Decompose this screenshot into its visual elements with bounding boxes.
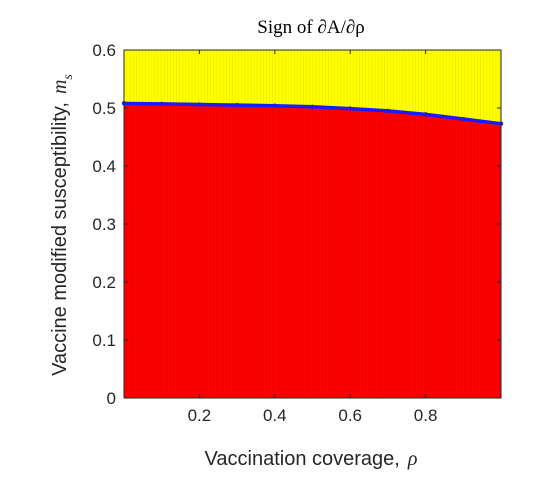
hatch-lines — [126, 50, 500, 398]
boundary-points — [121, 101, 504, 126]
boundary-point — [234, 102, 240, 108]
y-tick-label: 0.5 — [92, 99, 116, 118]
x-tick-label: 0.4 — [263, 406, 287, 425]
x-tick-label: 0.6 — [338, 406, 362, 425]
y-axis-symbol: m — [49, 80, 71, 94]
y-axis: 0 0.1 0.2 0.3 0.4 0.5 0.6 — [92, 41, 501, 408]
y-tick-label: 0.4 — [92, 157, 116, 176]
boundary-point — [461, 116, 466, 122]
boundary-point — [385, 108, 391, 114]
x-axis: 0.2 0.4 0.6 0.8 — [188, 50, 438, 425]
x-axis-symbol: ρ — [407, 448, 418, 470]
plot-area — [121, 49, 504, 399]
boundary-point — [197, 102, 202, 107]
red-region — [124, 103, 501, 399]
y-axis-symbol-sub: s — [61, 74, 76, 80]
chart-title: Sign of ∂A/∂ρ — [257, 17, 364, 38]
x-tick-label: 0.8 — [414, 406, 438, 425]
boundary-point — [423, 112, 428, 117]
boundary-point — [272, 103, 277, 108]
y-tick-label: 0.2 — [92, 273, 116, 292]
x-axis-label-text: Vaccination coverage, — [205, 448, 400, 470]
x-tick-label: 0.2 — [188, 406, 212, 425]
y-tick-label: 0.3 — [92, 215, 116, 234]
x-axis-label: Vaccination coverage, ρ — [205, 448, 418, 470]
y-axis-label-text: Vaccine modified susceptibility, — [49, 102, 71, 376]
y-axis-label: Vaccine modified susceptibility, ms — [49, 74, 76, 376]
boundary-point — [159, 101, 164, 107]
y-tick-label: 0 — [107, 389, 116, 408]
boundary-point — [348, 106, 353, 111]
y-tick-label: 0.1 — [92, 331, 116, 350]
y-tick-label: 0.6 — [92, 41, 116, 60]
boundary-point — [310, 104, 315, 110]
